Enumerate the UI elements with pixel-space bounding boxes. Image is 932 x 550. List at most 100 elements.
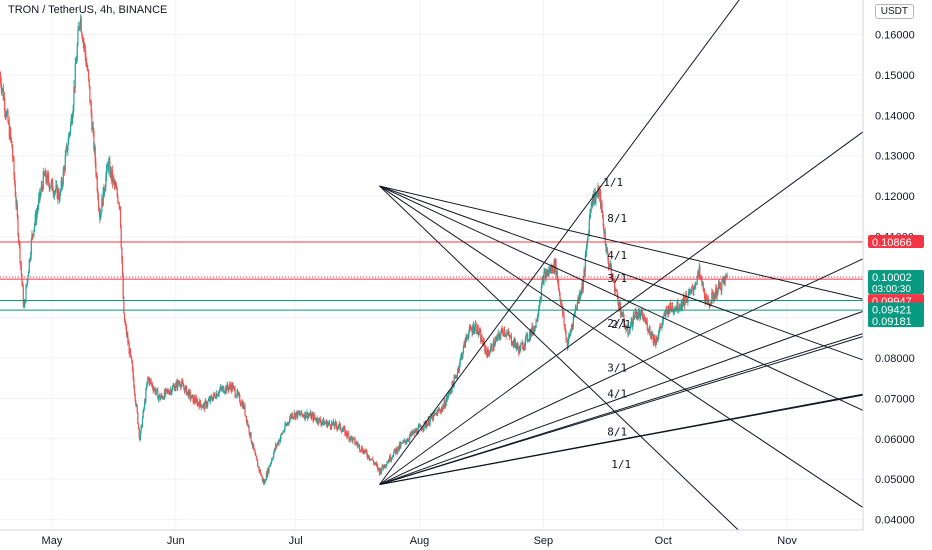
- candle-body: [702, 282, 704, 290]
- candle-body: [535, 319, 537, 328]
- countdown-label: 03:00:30: [872, 284, 911, 295]
- candle-body: [28, 259, 30, 272]
- candle-body: [470, 327, 472, 330]
- candle-body: [233, 386, 235, 387]
- candle-body: [602, 218, 604, 228]
- y-tick-label: 0.08000: [875, 353, 915, 365]
- candle-body: [4, 98, 6, 111]
- candle-body: [562, 314, 564, 316]
- candle-body: [476, 331, 478, 334]
- candle-body: [615, 288, 617, 291]
- candle-body: [146, 380, 148, 387]
- candle-body: [108, 161, 110, 163]
- candle-body: [484, 348, 487, 351]
- candle-body: [481, 336, 483, 343]
- candle-body: [207, 400, 210, 402]
- candle-body: [177, 380, 179, 388]
- currency-button[interactable]: USDT: [874, 4, 914, 19]
- price-tag-label: 0.09181: [872, 316, 912, 328]
- candle-body: [101, 197, 104, 206]
- candle-body: [340, 429, 342, 431]
- candle-body: [513, 340, 515, 347]
- candle-body: [26, 279, 28, 286]
- candle-body: [235, 396, 237, 398]
- candle-body: [482, 342, 484, 345]
- candle-body: [258, 466, 260, 471]
- candle-body: [619, 302, 621, 307]
- candle-body: [181, 380, 184, 384]
- candle-body: [510, 335, 512, 337]
- candle-body: [661, 321, 664, 324]
- candle-body: [239, 402, 241, 405]
- candle-body: [297, 411, 299, 418]
- candle-body: [8, 122, 10, 124]
- candle-body: [456, 376, 458, 378]
- candle-body: [610, 264, 612, 268]
- candle-body: [468, 332, 470, 338]
- candle-body: [15, 196, 17, 205]
- fan-low-ray: [379, 310, 864, 485]
- candle-body: [168, 392, 170, 395]
- candle-body: [530, 329, 532, 339]
- candle-body: [665, 309, 667, 317]
- candle-body: [137, 423, 140, 428]
- candle-body: [38, 198, 40, 208]
- candle-body: [123, 312, 126, 322]
- candle-body: [534, 325, 536, 333]
- candle-body: [139, 436, 141, 440]
- candle-body: [57, 190, 60, 198]
- candle-body: [394, 450, 397, 454]
- candle-body: [259, 469, 261, 475]
- candle-body: [316, 417, 318, 422]
- y-tick-label: 0.12000: [875, 191, 915, 203]
- candle-body: [192, 395, 194, 403]
- candle-body: [387, 460, 389, 463]
- candle-body: [609, 266, 611, 268]
- candle-body: [46, 174, 48, 184]
- fan-label: 3/1: [607, 272, 627, 285]
- candle-body: [458, 367, 460, 371]
- candle-body: [239, 394, 241, 403]
- candle-body: [70, 117, 72, 124]
- candle-body: [130, 355, 132, 358]
- candle-body: [35, 214, 37, 222]
- candle-body: [493, 340, 495, 347]
- candle-body: [446, 396, 448, 401]
- candle-body: [257, 466, 259, 468]
- candle-body: [677, 310, 680, 312]
- fan-label: 2/1: [611, 318, 631, 331]
- candle-body: [48, 183, 50, 189]
- candle-body: [466, 336, 468, 339]
- candle-body: [317, 422, 319, 424]
- candle-body: [223, 386, 225, 393]
- candle-body: [640, 311, 642, 313]
- candle-body: [17, 216, 19, 235]
- candle-body: [67, 135, 70, 145]
- candle-body: [313, 414, 315, 421]
- candle-body: [643, 316, 646, 320]
- candle-body: [85, 55, 87, 65]
- candle-body: [518, 346, 520, 354]
- candle-body: [380, 470, 383, 473]
- candle-body: [75, 63, 77, 65]
- candle-body: [723, 279, 726, 285]
- candle-body: [576, 308, 578, 310]
- candle-body: [646, 321, 648, 331]
- candle-body: [261, 475, 263, 477]
- candle-body: [374, 463, 376, 464]
- candle-body: [699, 267, 701, 275]
- candle-body: [264, 480, 266, 482]
- candle-body: [14, 184, 16, 197]
- candle-body: [297, 411, 299, 414]
- candle-body: [275, 444, 277, 447]
- candle-body: [349, 437, 351, 440]
- candle-body: [14, 174, 16, 185]
- candle-body: [207, 401, 209, 406]
- candle-body: [175, 381, 178, 384]
- candle-body: [559, 292, 561, 300]
- candle-body: [397, 445, 399, 451]
- candle-body: [703, 288, 706, 299]
- candle-body: [201, 407, 203, 409]
- candle-body: [683, 296, 686, 306]
